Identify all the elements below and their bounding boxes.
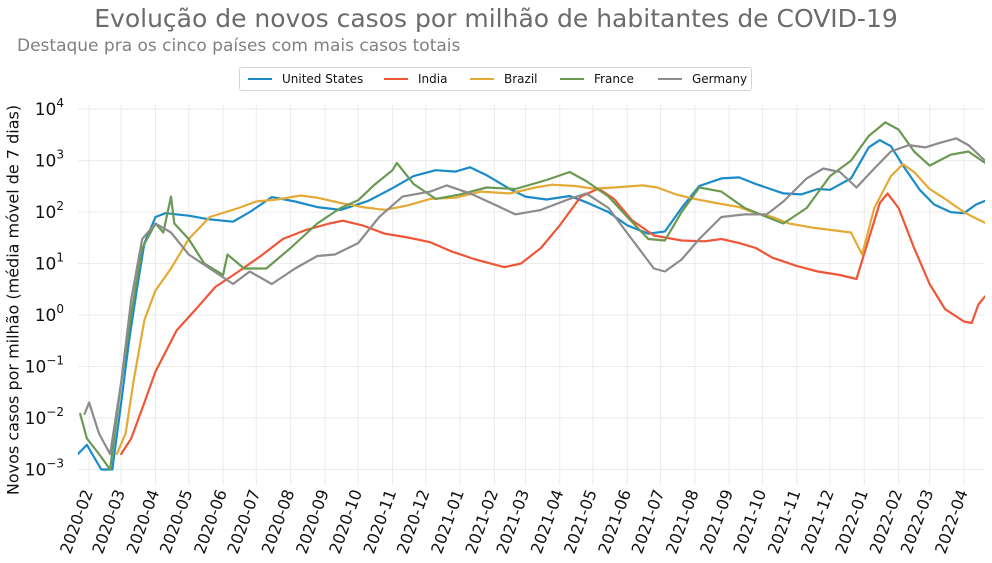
y-tick-label: 100	[35, 302, 64, 326]
x-tick-label: 2021-12	[797, 487, 838, 556]
series-line-france	[79, 121, 985, 471]
x-tick-label: 2020-05	[156, 487, 197, 556]
legend-swatch-india	[384, 78, 408, 80]
y-tick-label: 101	[35, 251, 64, 275]
y-tick-labels: 10−3 10−2 10−1 100 101 102 103 104	[25, 96, 64, 480]
chart-subtitle: Destaque pra os cinco países com mais ca…	[17, 36, 461, 56]
x-tick-label: 2020-10	[325, 487, 366, 556]
legend-label-united-states: United States	[282, 72, 364, 86]
y-tick-label: 10−3	[25, 457, 64, 481]
legend-item-united-states[interactable]: United States	[248, 68, 363, 90]
y-tick-label: 10−2	[25, 405, 64, 429]
series-line-brazil	[115, 163, 985, 456]
legend-label-france: France	[594, 72, 634, 86]
legend-item-france[interactable]: France	[560, 68, 634, 90]
y-tick-label: 102	[35, 199, 64, 223]
x-tick-label: 2021-05	[560, 487, 601, 556]
legend-label-india: India	[418, 72, 448, 86]
x-tick-label: 2022-01	[831, 487, 872, 556]
x-tick-label: 2020-12	[393, 487, 434, 556]
series-line-united-states	[78, 139, 985, 471]
y-tick-label: 10−1	[25, 354, 64, 378]
y-tick-label: 103	[35, 148, 64, 172]
x-tick-label: 2022-04	[931, 487, 972, 556]
grid-lines	[78, 105, 985, 485]
series-lines	[78, 121, 985, 471]
legend-swatch-france	[560, 78, 584, 80]
legend-item-brazil[interactable]: Brazil	[470, 68, 538, 90]
x-tick-label: 2021-08	[662, 487, 703, 556]
chart-legend: United States India Brazil France German…	[239, 67, 752, 91]
y-tick-label: 104	[35, 96, 64, 120]
x-tick-label: 2021-10	[729, 487, 770, 556]
legend-item-india[interactable]: India	[384, 68, 447, 90]
x-tick-labels: 2020-022020-032020-042020-052020-062020-…	[56, 487, 972, 556]
legend-label-germany: Germany	[692, 72, 748, 86]
legend-label-brazil: Brazil	[504, 72, 538, 86]
chart-title: Evolução de novos casos por milhão de ha…	[94, 4, 898, 33]
series-line-germany	[83, 137, 985, 456]
x-tick-label: 2020-07	[223, 487, 264, 556]
legend-swatch-brazil	[470, 78, 494, 80]
legend-item-germany[interactable]: Germany	[658, 68, 747, 90]
x-tick-label: 2021-07	[628, 487, 669, 556]
series-line-india	[120, 187, 985, 456]
legend-swatch-united-states	[248, 78, 272, 80]
x-tick-label: 2020-08	[258, 487, 299, 556]
x-tick-label: 2021-01	[427, 487, 468, 556]
legend-swatch-germany	[658, 78, 682, 80]
